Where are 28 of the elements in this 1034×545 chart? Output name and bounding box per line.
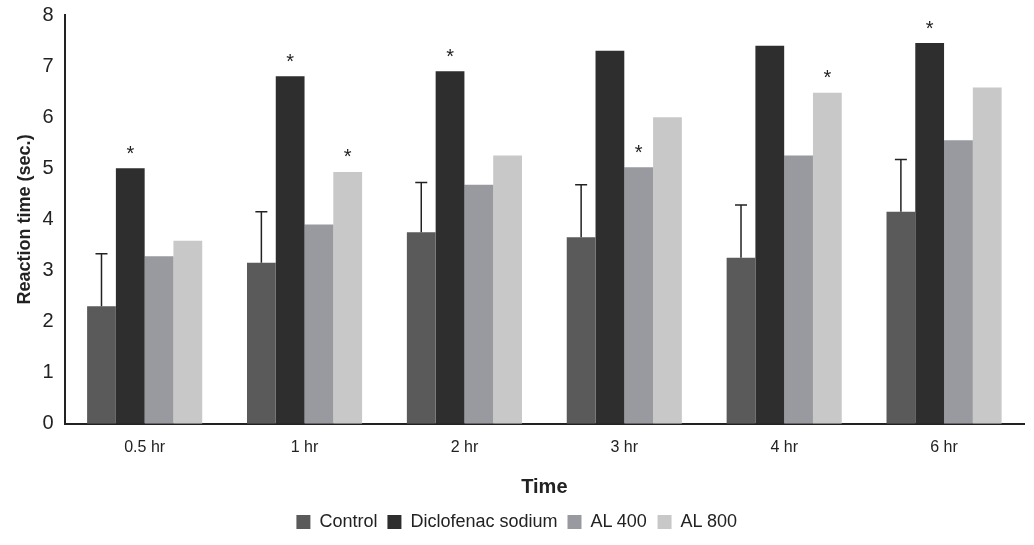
y-tick-label: 3: [42, 258, 54, 281]
x-tick-label: 4 hr: [770, 437, 799, 455]
y-tick-label: 5: [42, 155, 54, 178]
x-tick-label: 0.5 hr: [124, 437, 166, 455]
y-tick-label: 1: [42, 360, 54, 383]
legend-label: AL 800: [680, 510, 737, 531]
annotation: *: [446, 44, 455, 67]
x-tick-label: 2 hr: [450, 437, 479, 455]
y-axis-title: Reaction time (sec.): [13, 134, 34, 305]
legend-label: AL 400: [590, 510, 647, 531]
legend-label: Control: [319, 510, 378, 531]
annotation: *: [634, 140, 643, 163]
x-axis-title: Time: [521, 474, 568, 497]
annotation: *: [343, 145, 352, 168]
x-tick-label: 6 hr: [930, 437, 959, 455]
y-tick-label: 8: [42, 2, 54, 25]
x-tick-label: 1 hr: [290, 437, 319, 455]
y-tick-label: 6: [42, 104, 54, 127]
legend-label: Diclofenac sodium: [410, 510, 558, 531]
annotation: *: [286, 49, 295, 72]
y-tick-label: 7: [42, 53, 54, 76]
annotation: *: [925, 16, 934, 39]
y-tick-label: 0: [42, 411, 54, 434]
y-tick-label: 4: [42, 206, 54, 229]
x-tick-label: 3 hr: [610, 437, 639, 455]
y-tick-label: 2: [42, 309, 54, 332]
annotation: *: [126, 141, 135, 164]
annotation: *: [823, 66, 832, 89]
